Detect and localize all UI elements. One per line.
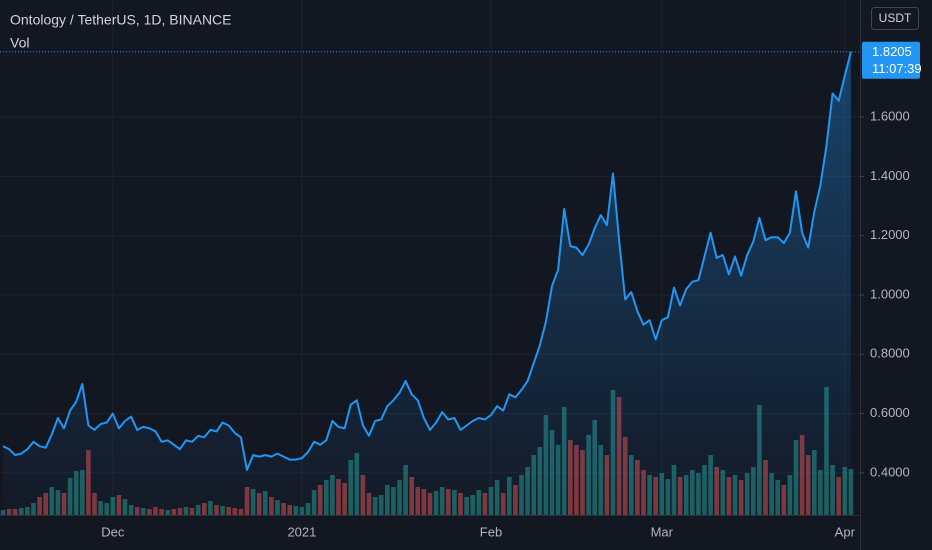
- y-tick-label: 1.2000: [870, 227, 910, 242]
- currency-button[interactable]: [871, 7, 919, 30]
- x-tick-label: Feb: [480, 524, 502, 539]
- y-tick-label: 0.4000: [870, 464, 910, 479]
- x-tick-label: Dec: [101, 524, 125, 539]
- x-tick-label: 2021: [287, 524, 316, 539]
- last-price-label: 1.8205: [872, 44, 912, 59]
- x-tick-label: Apr: [835, 524, 856, 539]
- y-tick-label: 1.6000: [870, 109, 910, 124]
- last-price-box: [862, 41, 920, 79]
- currency[interactable]: USDT: [879, 11, 912, 25]
- chart-title: Ontology / TetherUS, 1D, BINANCE: [10, 12, 232, 28]
- axis-labels: 0.4000 0.6000 0.8000 1.0000 1.2000 1.4000 1.60…: [101, 41, 922, 539]
- volume-label: Vol: [10, 35, 29, 51]
- countdown: 11:07:39: [872, 61, 922, 76]
- price-series: [0, 51, 860, 515]
- y-tick-label: 0.6000: [870, 405, 910, 420]
- x-tick-label: Mar: [651, 524, 674, 539]
- y-tick-label: 1.4000: [870, 168, 910, 183]
- price-area: [3, 51, 851, 515]
- price-line: [2, 51, 852, 471]
- y-tick-label: 0.8000: [870, 346, 910, 361]
- y-tick-label: 1.0000: [870, 286, 910, 301]
